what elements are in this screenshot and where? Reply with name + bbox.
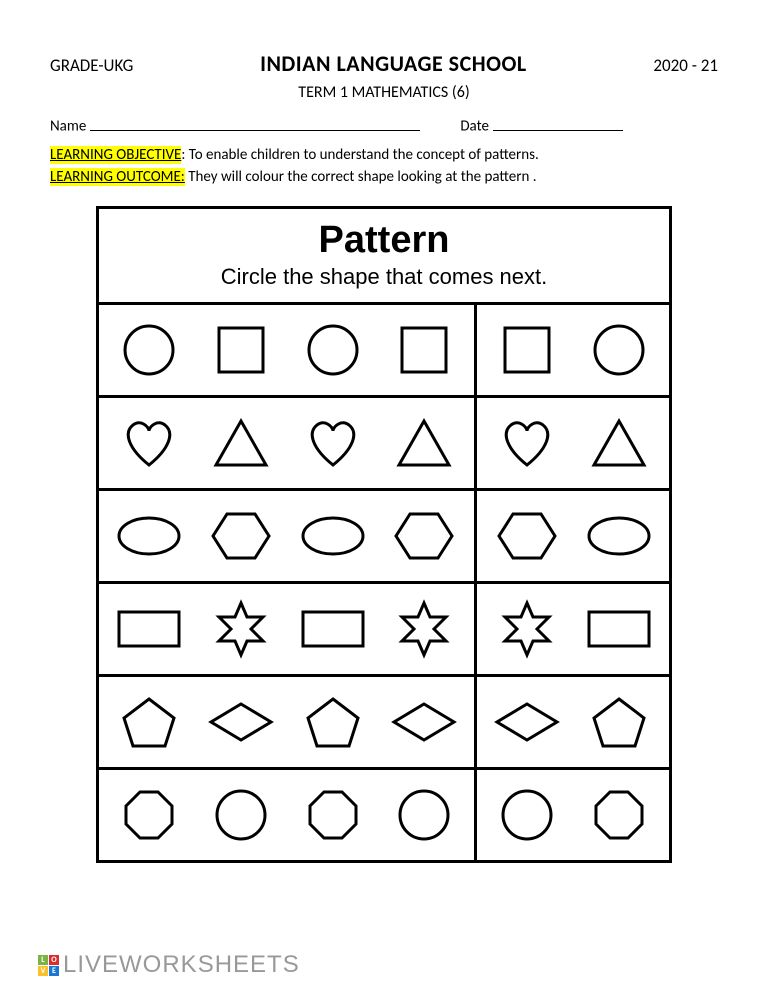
- triangle-shape: [207, 413, 275, 473]
- grade-label: GRADE-UKG: [50, 55, 133, 76]
- circle-shape: [390, 785, 458, 845]
- circle-shape: [207, 785, 275, 845]
- diamond-shape: [207, 692, 275, 752]
- pattern-row: [99, 584, 669, 677]
- answer-choices: [477, 677, 669, 767]
- pattern-sequence: [99, 491, 477, 581]
- octagon-shape: [299, 785, 367, 845]
- triangle-shape: [390, 413, 458, 473]
- pentagon-choice[interactable]: [585, 692, 653, 752]
- name-input-line[interactable]: [90, 116, 420, 131]
- pattern-sequence: [99, 305, 477, 395]
- rect-shape: [299, 599, 367, 659]
- circle-choice[interactable]: [585, 320, 653, 380]
- circle-shape: [299, 320, 367, 380]
- triangle-choice[interactable]: [585, 413, 653, 473]
- star6-shape: [390, 599, 458, 659]
- rect-shape: [115, 599, 183, 659]
- octagon-choice[interactable]: [585, 785, 653, 845]
- year-label: 2020 - 21: [653, 55, 718, 76]
- pentagon-shape: [115, 692, 183, 752]
- square-shape: [207, 320, 275, 380]
- answer-choices: [477, 305, 669, 395]
- pattern-row: [99, 770, 669, 860]
- star6-choice[interactable]: [493, 599, 561, 659]
- footer-branding: L O V E LIVEWORKSHEETS: [38, 951, 300, 979]
- pattern-row: [99, 491, 669, 584]
- diamond-shape: [390, 692, 458, 752]
- header: GRADE-UKG INDIAN LANGUAGE SCHOOL 2020 - …: [50, 50, 718, 77]
- diamond-choice[interactable]: [493, 692, 561, 752]
- hexagon-shape: [207, 506, 275, 566]
- heart-choice[interactable]: [493, 413, 561, 473]
- footer-logo-icon: L O V E: [38, 955, 59, 976]
- pentagon-shape: [299, 692, 367, 752]
- circle-shape: [115, 320, 183, 380]
- answer-choices: [477, 770, 669, 860]
- octagon-shape: [115, 785, 183, 845]
- footer-brand-text: LIVEWORKSHEETS: [63, 951, 300, 979]
- name-label: Name: [50, 116, 420, 136]
- subheading: TERM 1 MATHEMATICS (6): [50, 83, 718, 102]
- worksheet-title: Pattern: [99, 209, 669, 264]
- ellipse-shape: [299, 506, 367, 566]
- circle-choice[interactable]: [493, 785, 561, 845]
- rect-choice[interactable]: [585, 599, 653, 659]
- learning-objective: LEARNING OBJECTIVE: To enable children t…: [50, 146, 718, 164]
- date-label: Date: [460, 116, 623, 136]
- hexagon-choice[interactable]: [493, 506, 561, 566]
- answer-choices: [477, 584, 669, 674]
- learning-outcome: LEARNING OUTCOME: They will colour the c…: [50, 168, 718, 186]
- worksheet-instruction: Circle the shape that comes next.: [99, 264, 669, 305]
- pattern-sequence: [99, 770, 477, 860]
- square-shape: [390, 320, 458, 380]
- pattern-sequence: [99, 398, 477, 488]
- hexagon-shape: [390, 506, 458, 566]
- square-choice[interactable]: [493, 320, 561, 380]
- pattern-row: [99, 677, 669, 770]
- answer-choices: [477, 491, 669, 581]
- star6-shape: [207, 599, 275, 659]
- ellipse-choice[interactable]: [585, 506, 653, 566]
- worksheet: Pattern Circle the shape that comes next…: [96, 206, 672, 863]
- date-input-line[interactable]: [493, 116, 623, 131]
- pattern-row: [99, 305, 669, 398]
- heart-shape: [115, 413, 183, 473]
- ellipse-shape: [115, 506, 183, 566]
- answer-choices: [477, 398, 669, 488]
- school-name: INDIAN LANGUAGE SCHOOL: [260, 50, 527, 77]
- heart-shape: [299, 413, 367, 473]
- pattern-sequence: [99, 677, 477, 767]
- pattern-sequence: [99, 584, 477, 674]
- pattern-row: [99, 398, 669, 491]
